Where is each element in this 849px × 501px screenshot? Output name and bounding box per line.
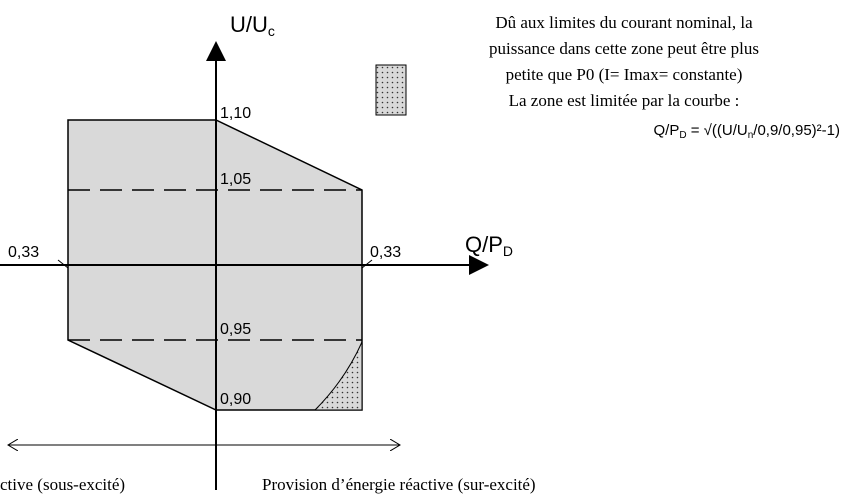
note-line: puissance dans cette zone peut être plus bbox=[489, 39, 759, 58]
x-axis-label: Q/PD bbox=[465, 232, 513, 259]
bottom-right-label: Provision d’énergie réactive (sur-excité… bbox=[262, 475, 536, 494]
y-axis-label: U/Uc bbox=[230, 12, 275, 39]
note-line: petite que P0 (I= Imax= constante) bbox=[506, 65, 743, 84]
level-label: 1,05 bbox=[220, 171, 251, 188]
tick bbox=[361, 259, 373, 269]
level-label: 1,10 bbox=[220, 105, 251, 122]
note-line: Dû aux limites du courant nominal, la bbox=[495, 13, 753, 32]
tick bbox=[57, 259, 69, 269]
level-label: 0,95 bbox=[220, 321, 251, 338]
legend-box bbox=[375, 64, 407, 116]
bottom-left-label: ctive (sous-excité) bbox=[0, 475, 125, 494]
q-limit-label: 0,33 bbox=[8, 244, 39, 261]
level-label: 0,90 bbox=[220, 391, 251, 408]
q-limit-label: 0,33 bbox=[370, 244, 401, 261]
limited-zone bbox=[313, 341, 363, 411]
formula: Q/PD = √((U/Un/0,9/0,95)²-1) bbox=[653, 122, 840, 141]
note-line: La zone est limitée par la courbe : bbox=[509, 91, 740, 110]
